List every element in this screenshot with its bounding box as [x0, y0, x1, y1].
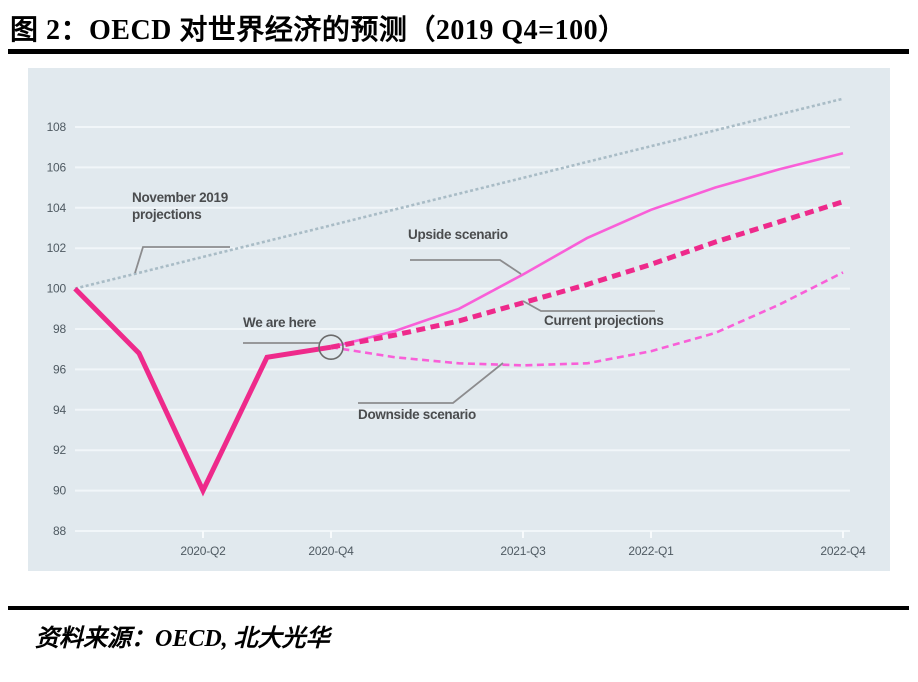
- series-current-projections: [330, 199, 844, 350]
- y-axis-tick-label: 106: [47, 160, 67, 174]
- x-axis-tick-label: 2022-Q4: [820, 544, 866, 558]
- source-credit: 资料来源：OECD, 北大光华: [35, 626, 330, 652]
- series-upside-scenario: [330, 151, 844, 349]
- x-axis-tick-label: 2020-Q4: [308, 544, 354, 558]
- callout-downside-scenario: [358, 362, 504, 404]
- oecd-projection-chart: 88 90 92 94 96 98 100 102 104 106 108 2020-Q2 2020-Q…: [28, 68, 890, 571]
- y-axis-tick-label: 98: [53, 322, 66, 336]
- y-axis-tick-label: 104: [47, 201, 67, 215]
- annotation-we-are-here: We are here: [243, 315, 316, 330]
- annotation-upside-scenario: Upside scenario: [408, 227, 508, 242]
- callout-current-projections: [522, 300, 655, 312]
- figure-title: 图 2：OECD 对世界经济的预测（2019 Q4=100）: [10, 15, 627, 46]
- y-axis-tick-label: 88: [53, 524, 66, 538]
- callout-upside-scenario: [410, 259, 522, 275]
- y-axis-tick-label: 96: [53, 362, 66, 376]
- x-axis-tick-label: 2022-Q1: [628, 544, 674, 558]
- annotation-current-projections: Current projections: [544, 313, 664, 328]
- source-divider-rule: [8, 606, 909, 610]
- annotation-line: projections: [132, 207, 202, 222]
- y-axis-tick-label: 90: [53, 484, 66, 498]
- y-axis-tick-label: 100: [47, 282, 67, 296]
- x-axis-tick-label: 2020-Q2: [180, 544, 226, 558]
- y-axis-tick-label: 108: [47, 120, 67, 134]
- annotation-downside-scenario: Downside scenario: [358, 407, 476, 422]
- y-axis-tick-label: 94: [53, 403, 66, 417]
- callout-november-2019: [134, 246, 230, 274]
- series-downside-scenario: [330, 271, 844, 367]
- annotation-line: November 2019: [132, 190, 228, 205]
- series-realized-history: [73, 286, 332, 497]
- x-axis-tick-label: 2021-Q3: [500, 544, 546, 558]
- chart-canvas: 88 90 92 94 96 98 100 102 104 106 108 2020-Q2 2020-Q…: [47, 97, 866, 558]
- y-axis-tick-label: 102: [47, 241, 67, 255]
- we-are-here-marker: [318, 334, 344, 360]
- annotation-november-2019-projections: November 2019 projections: [132, 189, 228, 223]
- y-axis-tick-label: 92: [53, 443, 66, 457]
- title-divider-rule: [8, 49, 909, 54]
